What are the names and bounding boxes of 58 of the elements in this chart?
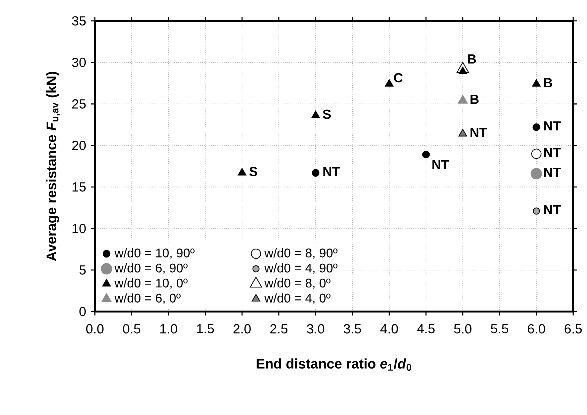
point <box>312 169 320 178</box>
point <box>458 129 468 137</box>
point <box>458 95 468 104</box>
annotation: B <box>544 78 552 88</box>
x-tick-label: 1.0 <box>160 324 178 334</box>
point <box>530 168 542 180</box>
x-tick-label: 6.0 <box>528 324 546 334</box>
y-tick-label: 35 <box>72 16 86 26</box>
y-tick-label: 15 <box>72 182 86 192</box>
legend-label: w/d0 = 4, 90º <box>264 264 338 274</box>
annotation: NT <box>544 148 561 158</box>
y-tick-label: 0 <box>80 307 86 317</box>
annotation: C <box>394 73 403 83</box>
x-tick-label: 4.5 <box>417 324 435 334</box>
annotation: B <box>468 54 476 64</box>
x-tick-label: 0.0 <box>86 324 104 334</box>
point <box>532 79 541 87</box>
legend-label: w/d0 = 8, 90º <box>264 248 338 260</box>
legend-label: w/d0 = 6, 0º <box>114 294 181 304</box>
annotation: S <box>323 110 332 120</box>
annotation: NT <box>544 168 561 178</box>
x-axis-title: End distance ratio e$_{1}$/d$_{0}$ <box>256 358 412 372</box>
x-tick-label: 2.5 <box>270 324 288 334</box>
annotation: NT <box>544 206 561 215</box>
annotation: NT <box>432 160 450 170</box>
y-tick-label: 30 <box>72 58 86 68</box>
x-tick-label: 2.0 <box>234 324 251 334</box>
point <box>422 151 430 159</box>
annotation: S <box>250 167 258 177</box>
annotation: NT <box>544 122 561 131</box>
point <box>312 110 320 119</box>
legend-label: w/d0 = 8, 0º <box>264 278 331 290</box>
x-tick-label: 0.5 <box>123 324 141 334</box>
y-tick-label: 5 <box>80 266 86 275</box>
annotation: NT <box>324 167 340 176</box>
x-tick-label: 5.0 <box>454 324 472 334</box>
point <box>458 66 468 75</box>
annotation: NT <box>470 128 488 138</box>
point <box>532 124 540 132</box>
y-tick-label: 10 <box>72 224 86 234</box>
x-tick-label: 5.5 <box>491 324 508 334</box>
annotation: B <box>470 95 479 104</box>
point <box>533 208 540 215</box>
point <box>531 148 542 160</box>
x-tick-label: 1.5 <box>197 324 214 334</box>
x-tick-label: 3.5 <box>344 324 362 334</box>
legend-label: w/d0 = 10, 0º <box>114 278 188 290</box>
legend-label: w/d0 = 10, 90º <box>114 248 195 260</box>
point <box>238 168 247 176</box>
y-tick-label: 20 <box>72 141 86 150</box>
y-tick-label: 25 <box>72 100 86 109</box>
point <box>385 79 394 87</box>
x-tick-label: 3.0 <box>307 324 325 334</box>
legend-label: w/d0 = 6, 90º <box>114 264 188 274</box>
y-axis-title: Average resistance F$_{u,av}$ (kN) <box>46 72 60 262</box>
x-tick-label: 6.5 <box>564 324 582 334</box>
x-tick-label: 4.0 <box>380 324 398 334</box>
legend-label: w/d0 = 4, 0º <box>264 294 331 304</box>
